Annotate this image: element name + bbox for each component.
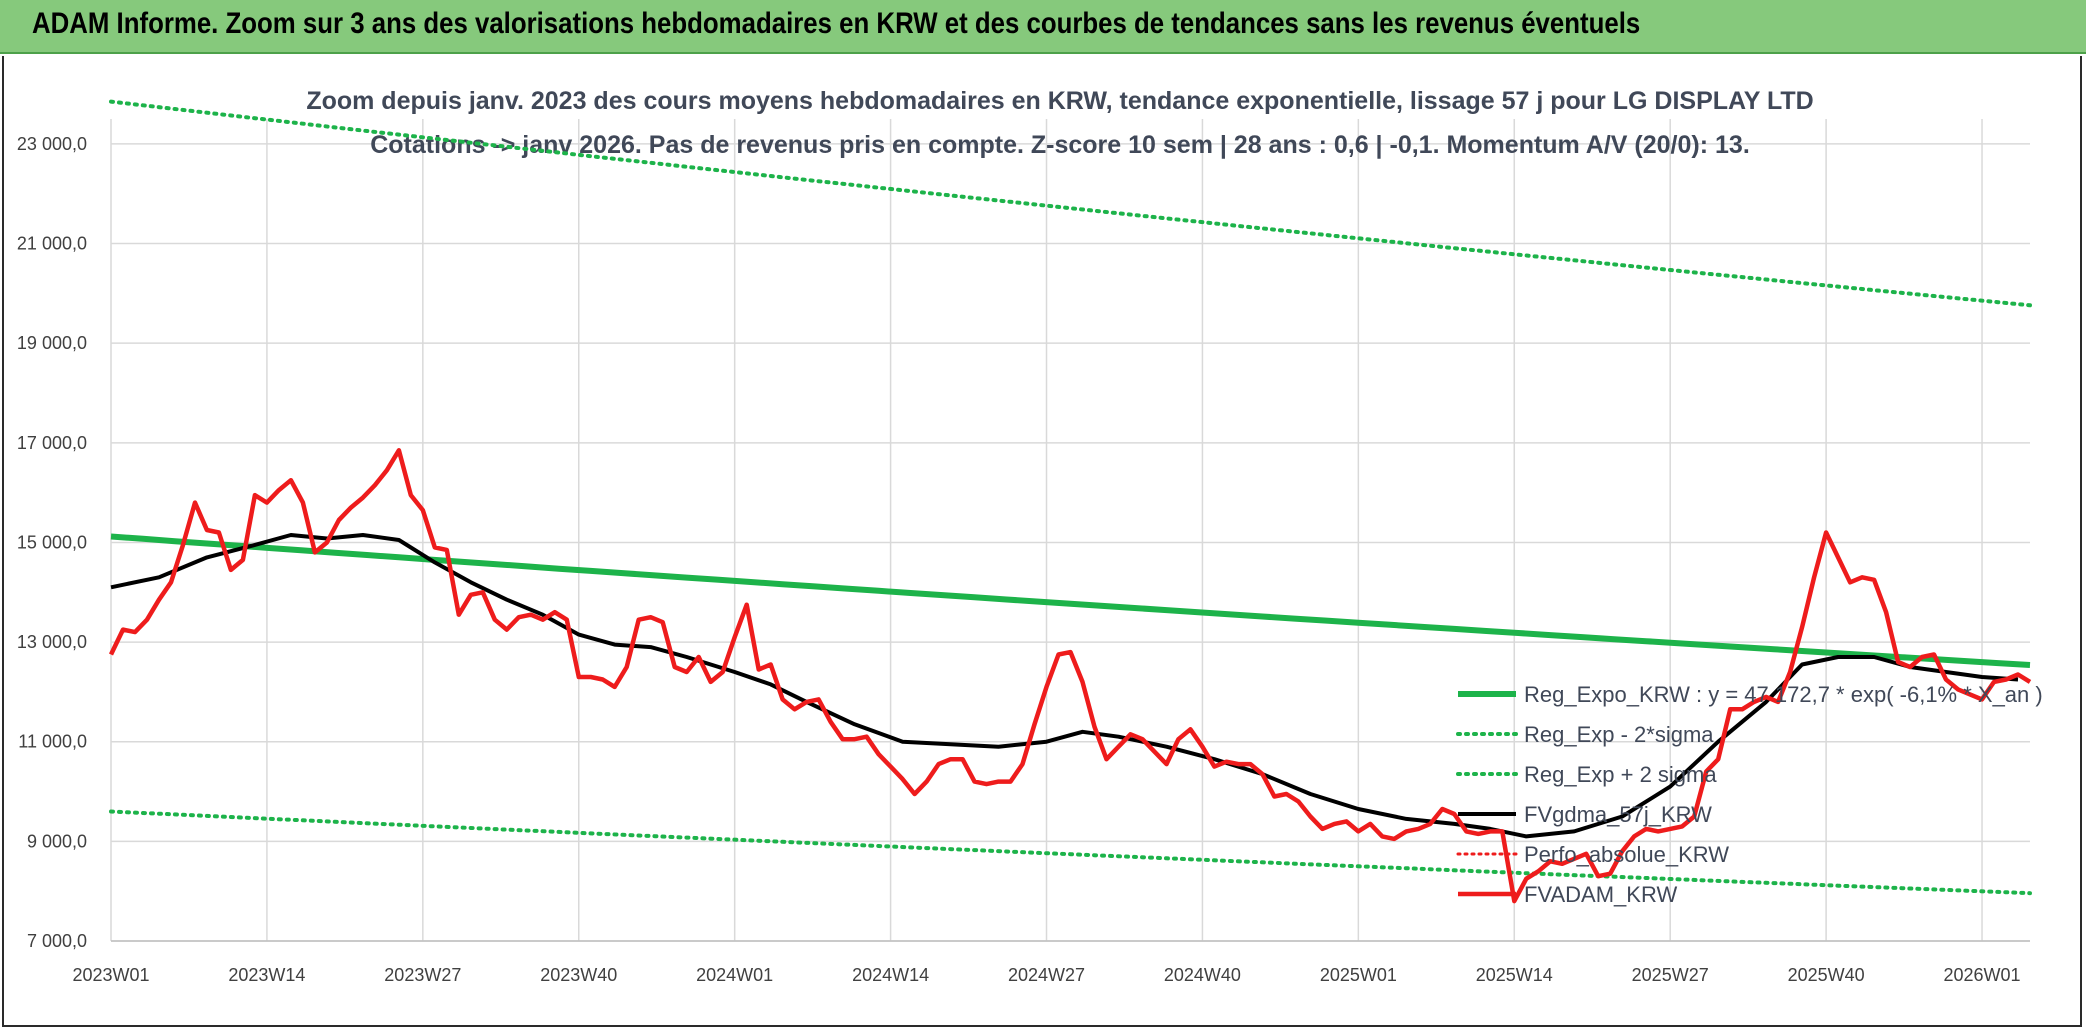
x-axis: 2023W01 2023W14 2023W27 2023W40 2024W01 2024W… — [72, 940, 2030, 985]
x-tick-label: 2024W14 — [852, 965, 929, 985]
x-tick-label: 2023W14 — [228, 965, 305, 985]
x-tick-label: 2025W01 — [1320, 965, 1397, 985]
y-tick-label: 19 000,0 — [17, 333, 87, 353]
chart-subtitle-line2: Cotations -> janv 2026. Pas de revenus p… — [370, 131, 1750, 159]
x-tick-label: 2023W01 — [72, 965, 149, 985]
regression-trend-line — [110, 533, 2031, 668]
legend-label: Perfo_absolue_KRW — [1524, 842, 1729, 867]
title-banner: ADAM Informe. Zoom sur 3 ans des valoris… — [0, 0, 2086, 54]
x-tick-label: 2024W27 — [1008, 965, 1085, 985]
y-tick-label: 15 000,0 — [17, 532, 87, 552]
x-tick-label: 2024W01 — [696, 965, 773, 985]
y-tick-label: 11 000,0 — [18, 732, 87, 752]
y-tick-label: 7 000,0 — [27, 931, 87, 951]
y-tick-label: 9 000,0 — [27, 831, 87, 851]
chart-frame — [2, 56, 2082, 1027]
series — [108, 99, 2032, 904]
x-tick-label: 2025W27 — [1632, 965, 1709, 985]
y-tick-label: 23 000,0 — [17, 134, 87, 154]
x-tick-label: 2025W14 — [1476, 965, 1553, 985]
gridlines — [110, 119, 2030, 942]
y-tick-label: 13 000,0 — [17, 632, 87, 652]
legend-label: FVADAM_KRW — [1524, 882, 1677, 907]
x-tick-label: 2025W40 — [1788, 965, 1865, 985]
report-title: ADAM Informe. Zoom sur 3 ans des valoris… — [32, 7, 1641, 40]
lower-band-line — [109, 809, 2032, 896]
legend: Reg_Expo_KRW : y = 47 172,7 * exp( -6,1%… — [1456, 682, 2043, 907]
legend-label: Reg_Exp + 2 sigma — [1524, 762, 1717, 787]
y-tick-label: 17 000,0 — [17, 433, 87, 453]
smoothed-average-line — [110, 533, 2019, 839]
legend-label: Reg_Expo_KRW : y = 47 172,7 * exp( -6,1%… — [1524, 682, 2043, 707]
price-line — [108, 448, 2032, 904]
legend-label: FVgdma_57j_KRW — [1524, 802, 1712, 827]
x-tick-label: 2026W01 — [1943, 965, 2020, 985]
x-tick-label: 2023W27 — [384, 965, 461, 985]
y-axis: 7 000,0 9 000,0 11 000,0 13 000,0 15 000,0 17… — [17, 134, 87, 951]
x-tick-label: 2024W40 — [1164, 965, 1241, 985]
y-tick-label: 21 000,0 — [17, 234, 87, 254]
x-tick-label: 2023W40 — [540, 965, 617, 985]
chart-subtitle-line1: Zoom depuis janv. 2023 des cours moyens … — [306, 87, 1813, 115]
legend-label: Reg_Exp - 2*sigma — [1524, 722, 1714, 747]
upper-band-line — [109, 99, 2032, 308]
